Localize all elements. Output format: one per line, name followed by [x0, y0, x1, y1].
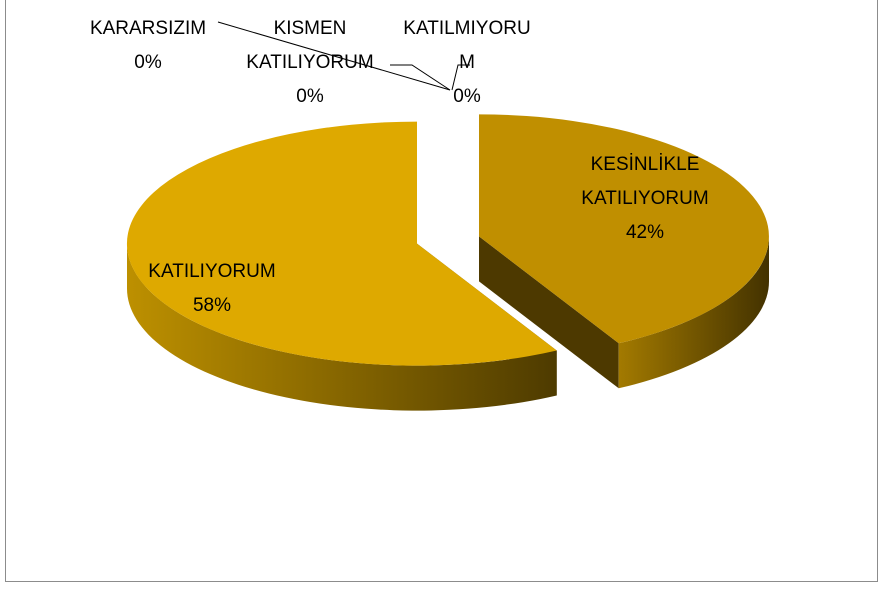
category-label: KATILMIYORUM	[403, 18, 531, 73]
leader-line	[390, 64, 451, 91]
slice-wall	[618, 236, 769, 389]
slice	[126, 121, 557, 366]
leader-line	[217, 21, 451, 91]
slice	[479, 114, 769, 344]
data-label: KISMEN KATILIYORUM 0%	[240, 12, 380, 114]
data-label: KARARSIZIM 0%	[78, 12, 218, 80]
category-label: KATILIYORUM	[148, 261, 276, 282]
data-label: KATILMIYORUM 0%	[398, 12, 536, 114]
value-label: 0%	[296, 86, 324, 107]
leader-line	[451, 64, 470, 91]
value-label: 58%	[192, 295, 232, 316]
category-label: KESİNLİKLE KATILIYORUM	[581, 154, 709, 209]
slice-side	[479, 236, 619, 389]
value-label: 0%	[453, 86, 481, 107]
value-label: 42%	[625, 222, 665, 243]
data-label: KATILIYORUM 58%	[122, 255, 302, 323]
data-label: KESİNLİKLE KATILIYORUM 42%	[570, 148, 720, 250]
category-label: KARARSIZIM	[89, 18, 207, 39]
slice-wall	[127, 243, 557, 411]
value-label: 0%	[134, 52, 162, 73]
category-label: KISMEN KATILIYORUM	[246, 18, 374, 73]
chart-frame	[5, 0, 878, 582]
